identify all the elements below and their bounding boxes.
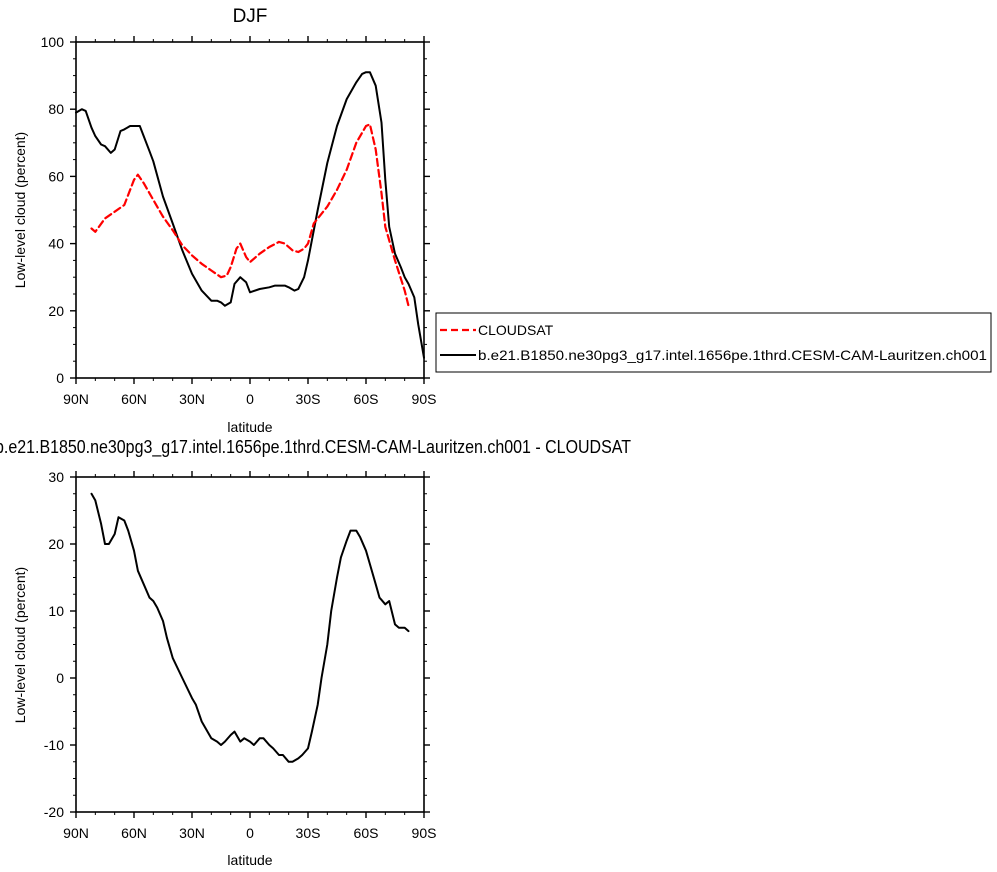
panel-2-title: b.e21.B1850.ne30pg3_g17.intel.1656pe.1th… xyxy=(0,437,631,458)
panel-1-x-tick-label: 60N xyxy=(121,391,147,407)
panel-2-plot-frame xyxy=(75,476,425,813)
panel-1-x-tick-label: 30S xyxy=(296,391,321,407)
panel-1-ylabel: Low-level cloud (percent) xyxy=(12,132,28,288)
panel-1-xlabel: latitude xyxy=(227,419,272,435)
panel-1-series-layer xyxy=(75,71,425,359)
panel-1-axes: 90N 60N 30N 0 30S 60S 90S 0 20 40 60 80 100 xyxy=(41,34,437,407)
panel-1-x-tick-label: 60S xyxy=(354,391,379,407)
panel-2-y-tick-label: -20 xyxy=(44,804,64,820)
panel-1-y-tick-label: 20 xyxy=(48,303,64,319)
panel-1-y-tick-label: 40 xyxy=(48,236,64,252)
panel-2-x-tick-label: 60S xyxy=(354,825,379,841)
panel-2-x-tick-label: 0 xyxy=(246,825,254,841)
legend-label-model: b.e21.B1850.ne30pg3_g17.intel.1656pe.1th… xyxy=(478,347,987,363)
panel-1-y-tick-label: 80 xyxy=(48,101,64,117)
panel-2-xlabel: latitude xyxy=(227,852,272,868)
panel-2-series-layer xyxy=(90,492,410,763)
panel-1-plot-frame xyxy=(75,41,425,379)
panel-1-title: DJF xyxy=(233,6,268,27)
panel-2-y-tick-label: 10 xyxy=(48,603,64,619)
panel-1-y-tick-label: 0 xyxy=(56,370,64,386)
legend: CLOUDSAT b.e21.B1850.ne30pg3_g17.intel.1… xyxy=(435,312,992,373)
panel-2-difference-line-0 xyxy=(90,492,410,763)
panel-1: DJF 90N 60N 30N 0 30S 60S 90S 0 20 40 60 80 100 lati… xyxy=(12,6,436,435)
panel-1-y-tick-label: 100 xyxy=(41,34,65,50)
panel-2-ylabel: Low-level cloud (percent) xyxy=(12,567,28,723)
legend-box xyxy=(435,312,992,373)
panel-1-x-tick-label: 90S xyxy=(412,391,437,407)
panel-2-axes: 90N 60N 30N 0 30S 60S 90S -20 -10 0 10 20 30 xyxy=(44,469,437,841)
panel-2-y-tick-label: -10 xyxy=(44,737,64,753)
panel-1-cloudsat-line-0 xyxy=(90,123,410,307)
panel-2-y-tick-label: 20 xyxy=(48,536,64,552)
panel-2-y-tick-label: 0 xyxy=(56,670,64,686)
panel-2-x-tick-label: 30S xyxy=(296,825,321,841)
panel-1-x-tick-label: 0 xyxy=(246,391,254,407)
panel-1-x-tick-label: 90N xyxy=(63,391,89,407)
panel-1-y-tick-label: 60 xyxy=(48,168,64,184)
panel-2-x-tick-label: 30N xyxy=(179,825,205,841)
panel-1-x-tick-label: 30N xyxy=(179,391,205,407)
panel-2: b.e21.B1850.ne30pg3_g17.intel.1656pe.1th… xyxy=(0,437,631,868)
panel-2-y-tick-label: 30 xyxy=(48,469,64,485)
panel-1-model-line-1 xyxy=(75,71,425,359)
panel-2-x-tick-label: 90N xyxy=(63,825,89,841)
legend-label-cloudsat: CLOUDSAT xyxy=(478,322,554,338)
panel-2-x-tick-label: 90S xyxy=(412,825,437,841)
panel-2-x-tick-label: 60N xyxy=(121,825,147,841)
